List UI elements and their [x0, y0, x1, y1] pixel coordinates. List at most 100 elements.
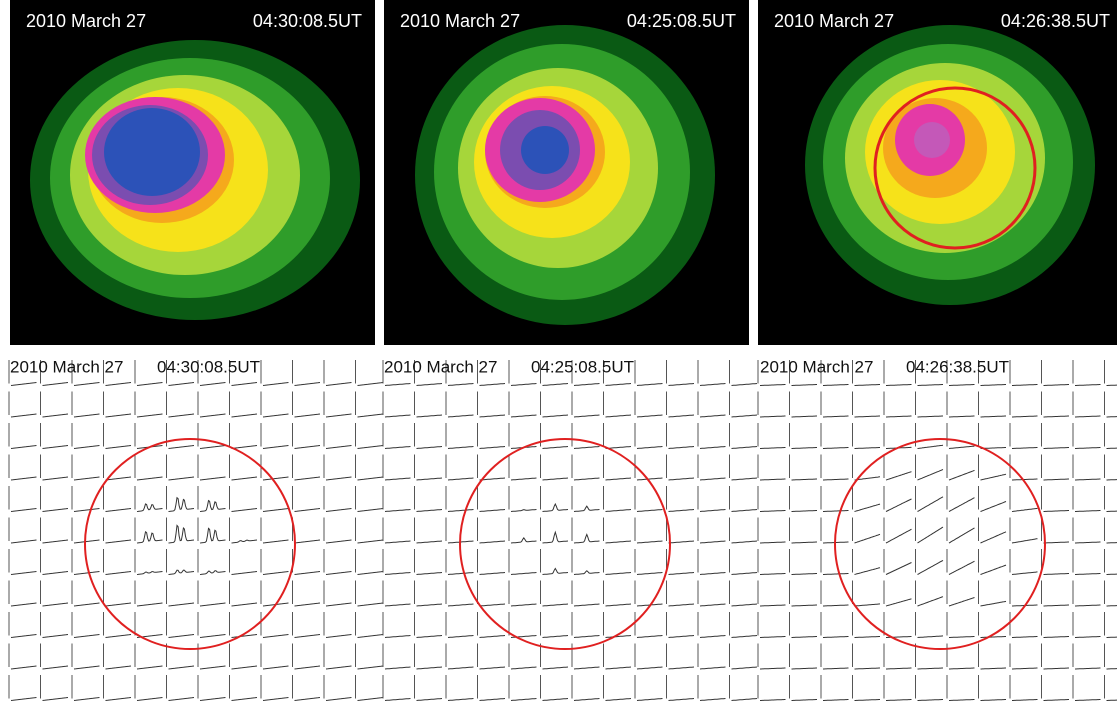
spectrum-trace [606, 478, 632, 480]
spectrum-trace [732, 415, 758, 417]
spectrum-trace [792, 542, 818, 543]
spectrum-trace [200, 477, 226, 480]
spectrum-trace [949, 470, 975, 480]
spectrum-trace [11, 446, 37, 449]
spectrum-trace [1107, 668, 1117, 669]
spectrum-trace [949, 385, 975, 386]
spectrum-trace [700, 604, 726, 606]
spectrum-trace [981, 416, 1007, 417]
spectrum-trace [732, 541, 758, 543]
spectrum-trace [74, 383, 100, 386]
date-label: 2010 March 27 [26, 11, 146, 31]
spectrum-trace [637, 415, 663, 417]
spectrum-trace [1012, 668, 1038, 669]
time-label: 04:30:08.5UT [157, 357, 260, 376]
spectrum-trace [981, 502, 1007, 512]
spectrum-trace [823, 448, 849, 449]
time-label: 04:25:08.5UT [627, 11, 736, 31]
spectrum-trace [981, 668, 1007, 669]
spectrum-trace [823, 637, 849, 638]
spectrum-trace [543, 569, 569, 575]
spectrum-trace [606, 510, 632, 512]
spectrum-trace [43, 383, 69, 386]
spectrum-trace [169, 414, 195, 417]
spectrum-trace [669, 604, 695, 606]
spectrum-trace [823, 574, 849, 575]
spectrum-trace [1107, 637, 1117, 638]
spectrum-trace [326, 572, 352, 575]
spectrum-trace [1012, 700, 1038, 701]
spectrum-trace [137, 666, 163, 669]
spectrum-trace [43, 698, 69, 701]
spectrum-trace [543, 384, 569, 386]
spectrum-trace [669, 699, 695, 701]
spectrum-trace [574, 506, 600, 511]
spectrum-trace [74, 572, 100, 575]
spectrum-trace [1107, 385, 1117, 386]
spectrum-trace [1075, 637, 1101, 638]
spectrum-trace [855, 568, 881, 575]
spectrum-trace [732, 604, 758, 606]
spectrum-trace [1075, 700, 1101, 701]
spectrum-trace [11, 698, 37, 701]
spectrum-trace [792, 479, 818, 480]
spectrum-trace [760, 479, 786, 480]
spectrum-trace [1075, 542, 1101, 543]
spectrum-trace [543, 415, 569, 417]
spectrum-trace [792, 668, 818, 669]
spectrum-trace [326, 540, 352, 543]
spectrum-trace [137, 414, 163, 417]
spectrum-trace [574, 415, 600, 417]
spectrum-trace [480, 510, 506, 512]
spectrum-trace [1044, 448, 1070, 449]
spectrum-trace [232, 509, 258, 512]
spectrum-trace [792, 574, 818, 575]
spectrum-trace [637, 573, 663, 575]
spectrum-trace [480, 604, 506, 606]
spectrum-trace [1044, 637, 1070, 638]
spectrum-trace [11, 635, 37, 638]
spectrum-trace [886, 599, 912, 606]
spectrum-trace [480, 415, 506, 417]
spectrum-trace [11, 477, 37, 480]
spectrum-trace [886, 529, 912, 543]
spectrum-trace [263, 635, 289, 638]
spectra-grids [9, 360, 1117, 701]
spectrum-trace [232, 698, 258, 701]
spectrum-trace [200, 666, 226, 669]
spectrum-trace [855, 637, 881, 638]
time-label: 04:30:08.5UT [253, 11, 362, 31]
spectrum-trace [169, 498, 195, 512]
spectrum-trace [263, 666, 289, 669]
spectrum-trace [326, 477, 352, 480]
date-label: 2010 March 27 [400, 11, 520, 31]
spectrum-trace [106, 446, 132, 449]
spectrum-trace [385, 636, 411, 638]
spectrum-trace [669, 415, 695, 417]
spectrum-trace [169, 570, 195, 574]
spectrum-trace [606, 636, 632, 638]
spectrum-trace [886, 563, 912, 575]
spectrum-trace [326, 383, 352, 386]
spectrum-trace [606, 604, 632, 606]
spectrum-trace [918, 497, 944, 512]
spectrum-trace [700, 384, 726, 386]
spectrum-trace [232, 477, 258, 480]
spectrum-trace [1044, 605, 1070, 606]
spectrum-trace [669, 573, 695, 575]
spectrum-trace [448, 699, 474, 701]
spectrum-trace [169, 477, 195, 480]
top-panel: 2010 March 27 04:25:08.5UT [384, 0, 749, 345]
spectrum-trace [295, 603, 321, 606]
spectrum-trace [637, 699, 663, 701]
spectrum-trace [574, 667, 600, 669]
spectrum-trace [295, 698, 321, 701]
spectrum-trace [823, 385, 849, 386]
spectrum-trace [74, 540, 100, 543]
spectrum-trace [732, 667, 758, 669]
spectrum-trace [385, 667, 411, 669]
spectrum-trace [574, 384, 600, 386]
spectrum-trace [43, 540, 69, 543]
spectrum-trace [295, 509, 321, 512]
spectrum-trace [448, 667, 474, 669]
